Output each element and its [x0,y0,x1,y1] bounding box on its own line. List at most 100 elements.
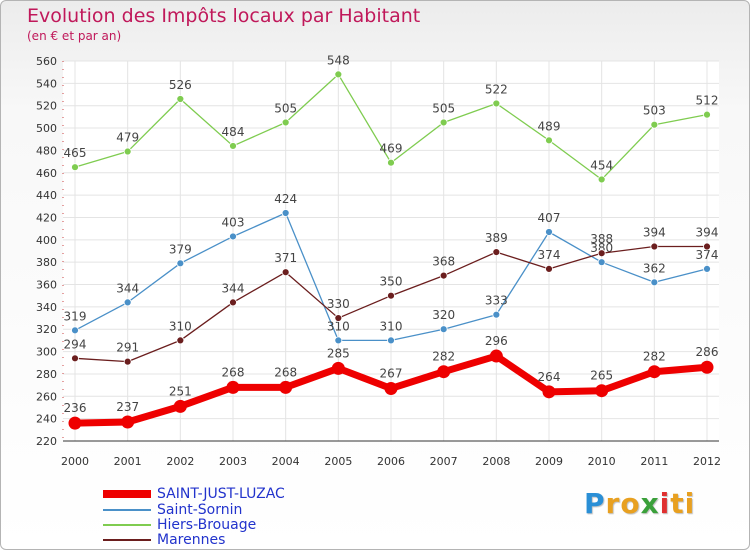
data-point [281,209,290,217]
data-point [334,336,343,345]
data-point [123,357,132,366]
data-label: 350 [380,275,403,289]
x-tick-label: 2004 [272,455,300,468]
x-tick-label: 2001 [114,455,142,468]
data-point [492,248,501,257]
data-label: 296 [485,334,508,348]
data-label: 320 [432,308,455,322]
data-point [387,291,395,300]
data-point [226,380,240,394]
legend-item-marennes: Marennes [103,531,225,548]
legend-item-saint-just-luzac: SAINT-JUST-LUZAC [103,485,285,502]
data-point [650,242,659,251]
data-label: 374 [538,248,561,262]
logo-letter: o [620,487,641,520]
data-point [229,298,237,307]
y-tick-label: 540 [36,77,57,90]
data-point [71,326,79,335]
data-point [123,147,132,156]
data-point [387,336,395,345]
data-point [229,232,237,241]
data-point [492,310,501,319]
data-point [68,416,82,430]
data-point [71,163,79,172]
data-point [489,349,503,363]
legend-label: Marennes [157,531,226,548]
legend-item-hiers-brouage: Hiers-Brouage [103,516,256,533]
data-point [121,415,135,429]
data-point [384,381,398,395]
y-tick-label: 560 [36,55,57,68]
x-tick-label: 2002 [166,455,194,468]
x-tick-label: 2007 [430,455,458,468]
data-label: 267 [380,366,403,380]
data-label: 526 [169,78,192,92]
x-tick-label: 2008 [482,455,510,468]
data-label: 265 [590,369,613,383]
data-label: 403 [222,215,245,229]
data-point [545,264,553,273]
chart-title: Evolution des Impôts locaux par Habitant [27,5,421,27]
data-label: 505 [432,101,455,115]
data-point [387,158,395,167]
data-label: 479 [116,131,139,145]
data-label: 503 [643,104,666,118]
data-point [650,278,659,287]
legend-swatch [103,489,151,498]
data-label: 310 [380,319,403,333]
data-label: 286 [696,345,719,359]
legend-item-saint-sornin: Saint-Sornin [103,501,242,518]
y-tick-label: 420 [36,211,57,224]
data-label: 394 [643,226,666,240]
legend-label: SAINT-JUST-LUZAC [157,485,285,502]
y-tick-label: 360 [36,279,57,292]
series-hiers-brouage: 465 479 526 484 505 548 469 505 522 489 454 503 512 [64,53,718,184]
x-tick-label: 2000 [61,455,89,468]
data-point [545,228,553,236]
y-tick-label: 260 [36,390,57,403]
data-point [700,360,714,374]
data-point [279,380,293,394]
data-label: 505 [274,101,297,115]
data-point [71,354,79,363]
data-point [437,365,451,379]
y-tick-label: 380 [36,256,57,269]
data-label: 251 [169,384,192,398]
y-tick-label: 480 [36,144,57,157]
data-point [703,242,711,251]
logo-letter: i [684,487,696,520]
data-point [439,325,448,334]
data-point [281,118,290,127]
data-label: 362 [643,261,666,275]
data-label: 380 [590,241,613,255]
data-point [597,258,606,267]
data-label: 394 [696,226,719,240]
data-point [176,95,185,103]
x-tick-label: 2009 [535,455,563,468]
data-point [595,384,609,398]
data-point [545,136,553,145]
data-point [647,365,661,379]
data-point [597,249,606,258]
data-label: 344 [222,281,245,295]
y-tick-label: 400 [36,234,57,247]
y-tick-label: 440 [36,189,57,202]
legend-swatch [103,523,151,526]
data-point [703,110,711,119]
y-tick-label: 240 [36,413,57,426]
data-label: 291 [116,341,139,355]
data-label: 388 [590,232,613,246]
series-marennes: 294 291 310 344 371 330 350 368 389 374 388 394 394 [64,226,719,366]
data-label: 379 [169,242,192,256]
data-point [123,298,132,307]
data-point [334,314,343,322]
data-point [173,399,187,413]
data-label: 330 [327,297,350,311]
data-label: 333 [485,294,508,308]
data-label: 489 [538,119,561,133]
data-label: 319 [64,309,87,323]
y-tick-label: 300 [36,346,57,359]
series-saint-sornin: 319 344 379 403 424 310 310 320 333 407 380 362 374 [64,192,718,345]
x-tick-label: 2006 [377,455,405,468]
